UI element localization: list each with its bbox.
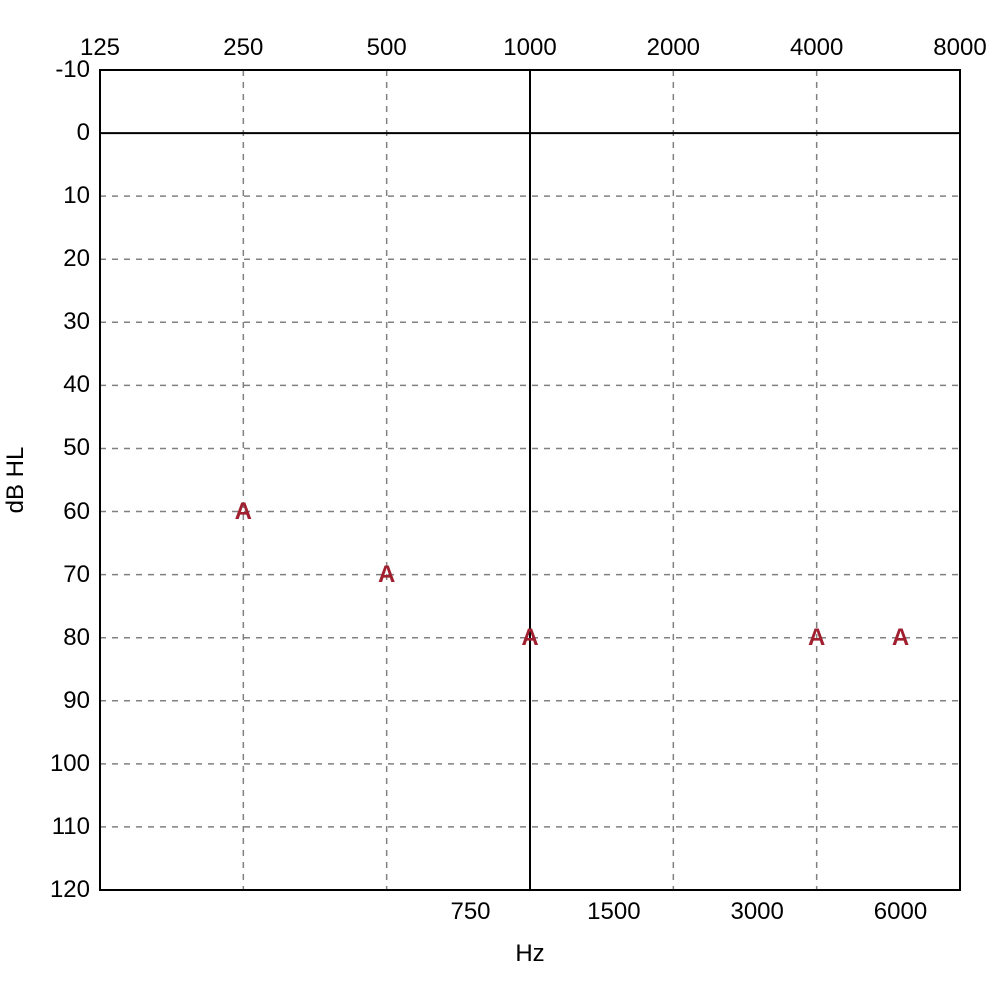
y-tick: 70 — [63, 561, 90, 589]
x-tick-bottom: 6000 — [874, 898, 927, 926]
audiogram-marker: A — [235, 498, 252, 526]
audiogram-marker: A — [892, 624, 909, 652]
x-axis-title: Hz — [515, 940, 544, 968]
y-tick: 60 — [63, 498, 90, 526]
y-tick: 110 — [52, 813, 90, 841]
y-tick: 0 — [77, 119, 90, 147]
x-tick-top: 4000 — [790, 34, 843, 62]
y-tick: -10 — [55, 56, 90, 84]
x-tick-bottom: 3000 — [730, 898, 783, 926]
y-tick: 50 — [63, 434, 90, 462]
y-tick: 80 — [63, 624, 90, 652]
y-axis-title: dB HL — [2, 447, 30, 514]
y-tick: 20 — [63, 245, 90, 273]
audiogram-marker: A — [521, 624, 538, 652]
y-tick: 40 — [63, 371, 90, 399]
y-tick: 30 — [63, 308, 90, 336]
x-tick-top: 2000 — [647, 34, 700, 62]
x-tick-top: 1000 — [503, 34, 556, 62]
y-tick: 100 — [50, 750, 90, 778]
audiogram-overlay: 1252505001000200040008000750150030006000… — [0, 0, 1000, 1000]
audiogram-marker: A — [378, 561, 395, 589]
x-tick-bottom: 750 — [450, 898, 490, 926]
y-tick: 120 — [50, 876, 90, 904]
y-tick: 10 — [63, 182, 90, 210]
audiogram-chart: 1252505001000200040008000750150030006000… — [0, 0, 1000, 1000]
x-tick-top: 8000 — [933, 34, 986, 62]
y-tick: 90 — [63, 687, 90, 715]
x-tick-bottom: 1500 — [587, 898, 640, 926]
x-tick-top: 250 — [223, 34, 263, 62]
audiogram-marker: A — [808, 624, 825, 652]
x-tick-top: 500 — [367, 34, 407, 62]
